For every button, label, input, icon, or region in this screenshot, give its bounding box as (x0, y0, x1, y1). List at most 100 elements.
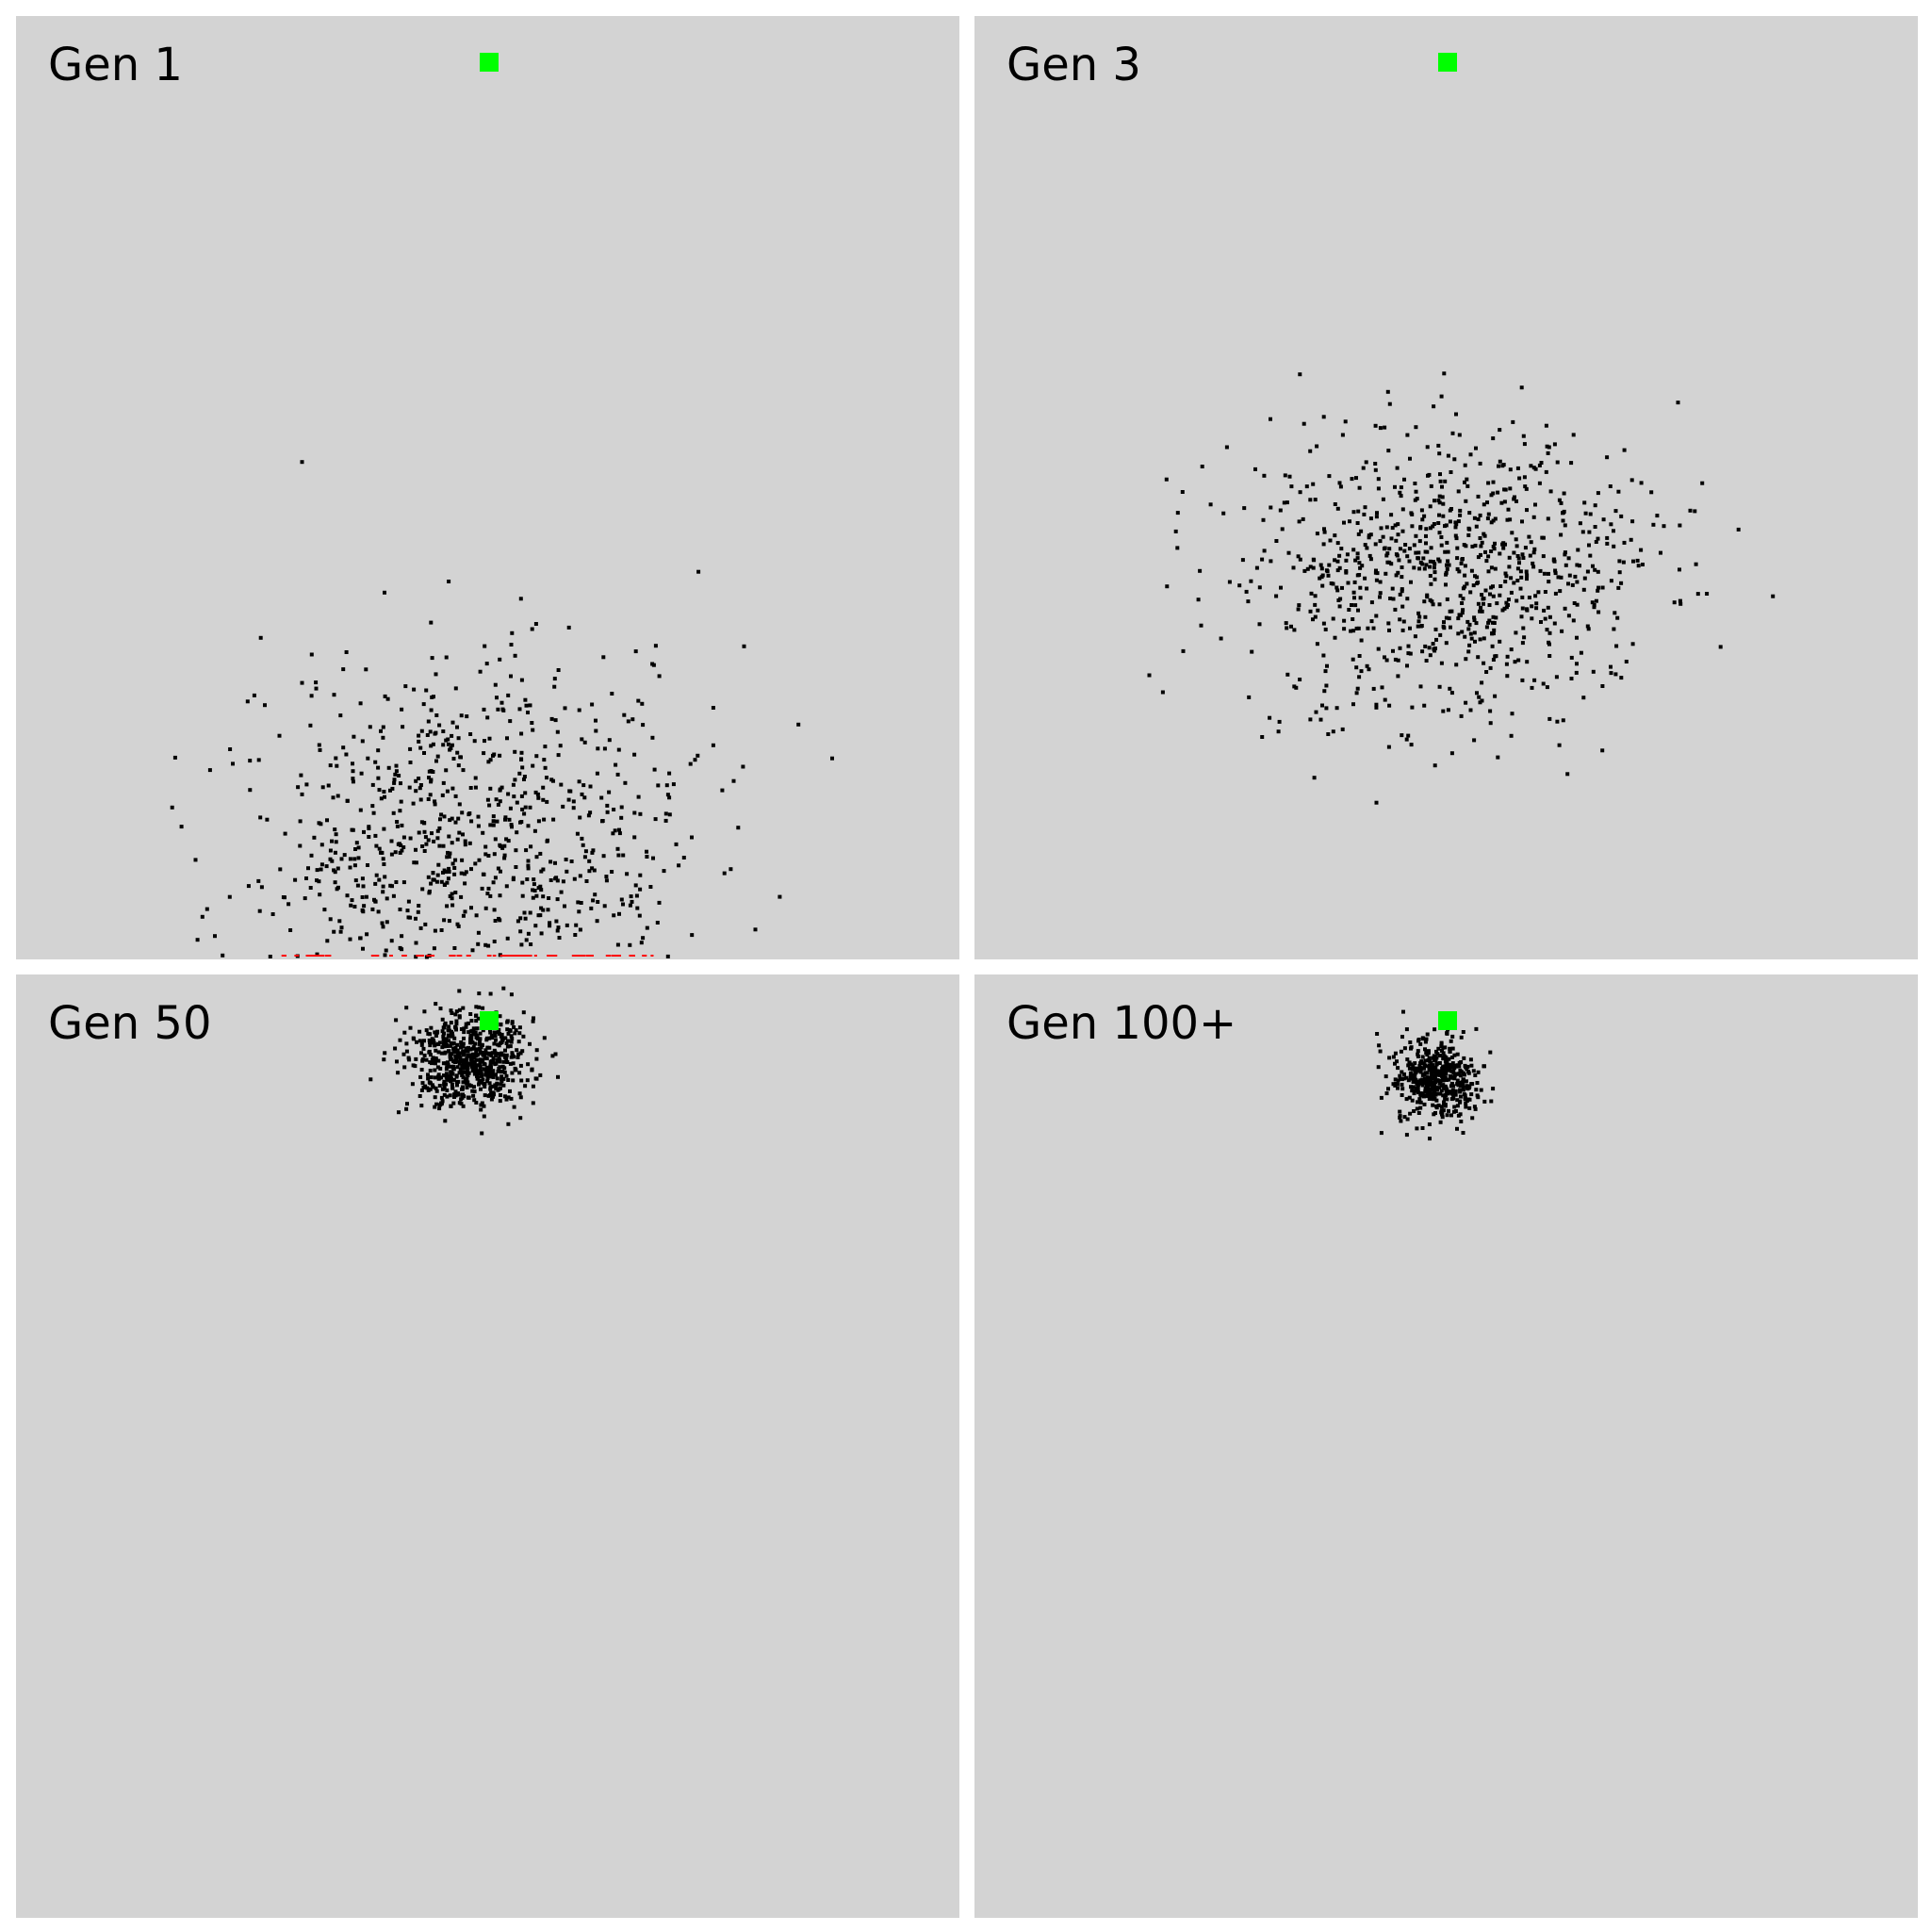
dot (505, 1060, 510, 1064)
dot (583, 849, 588, 854)
dot (1445, 1060, 1449, 1064)
dot (619, 815, 624, 820)
dot (1469, 1063, 1474, 1068)
dot (1590, 600, 1595, 605)
dot (1531, 561, 1535, 565)
dot (430, 656, 434, 661)
dot (1398, 1076, 1402, 1081)
dot (1474, 524, 1479, 529)
dot (424, 688, 429, 693)
dot (1441, 624, 1446, 629)
dot (1400, 1077, 1404, 1082)
dot (1488, 665, 1493, 670)
dot (1474, 1026, 1479, 1031)
dot (468, 786, 473, 790)
dot (1407, 547, 1412, 551)
dot (1418, 624, 1423, 629)
dot (428, 1043, 433, 1048)
dot (1400, 589, 1404, 594)
dot (333, 827, 337, 832)
dot (1363, 505, 1367, 510)
dot (1515, 554, 1520, 558)
dot (496, 866, 500, 871)
dot (1246, 599, 1251, 604)
dot (1641, 563, 1645, 566)
dot (632, 810, 637, 815)
dot (1344, 558, 1349, 563)
dot (1601, 517, 1606, 522)
dot (1525, 573, 1530, 578)
dot (360, 876, 365, 881)
dot (1582, 576, 1587, 581)
dot (513, 653, 517, 658)
dot (268, 955, 272, 958)
dot (1498, 459, 1502, 464)
dot (382, 862, 386, 866)
dot (1489, 585, 1494, 590)
dot (551, 817, 556, 822)
dot (1405, 1057, 1410, 1062)
dot (1423, 1040, 1428, 1044)
dot (471, 1065, 475, 1070)
generation-panel-100-plus: Gen 100+ (974, 974, 1918, 1918)
dot (1575, 662, 1579, 666)
dot (447, 1074, 451, 1079)
dot (554, 919, 559, 924)
dot (1458, 1088, 1463, 1092)
dot (1439, 1072, 1444, 1077)
dot (1430, 599, 1434, 604)
dot (1433, 1085, 1437, 1089)
dot (1393, 1077, 1398, 1082)
dot (614, 762, 618, 767)
dot (533, 924, 538, 928)
dot (1582, 500, 1587, 505)
dot (1436, 521, 1441, 525)
dot (558, 744, 563, 748)
dot (221, 953, 225, 958)
dot (472, 739, 477, 744)
dot (1438, 1120, 1443, 1124)
dot (1509, 733, 1514, 738)
dot (1416, 1069, 1420, 1073)
dot (1334, 585, 1339, 590)
dot (1436, 1103, 1441, 1107)
dot (510, 1037, 515, 1041)
dot (1376, 486, 1381, 491)
dot (423, 922, 428, 926)
dot (1438, 479, 1443, 483)
dot (1609, 579, 1613, 583)
dot (564, 858, 568, 861)
dot (473, 785, 478, 790)
dot (1322, 689, 1327, 694)
dot (1395, 466, 1400, 470)
dot (1381, 497, 1385, 501)
dot (1422, 1066, 1427, 1071)
dot (1454, 663, 1459, 667)
dot (393, 772, 398, 777)
dot (426, 875, 431, 879)
dot (1439, 1110, 1444, 1115)
dot (1491, 436, 1496, 441)
dot (1359, 638, 1364, 643)
dot (518, 929, 523, 934)
dot (1404, 737, 1409, 742)
dot (1596, 569, 1600, 574)
dot (498, 799, 502, 804)
dot (1622, 448, 1627, 452)
dot (371, 810, 376, 815)
dot (499, 1032, 504, 1037)
dot (1444, 1072, 1449, 1076)
dot (482, 1082, 486, 1087)
dot (450, 720, 455, 725)
dot (1429, 483, 1433, 488)
dot (1426, 1049, 1431, 1054)
dot (441, 843, 446, 848)
dot (1629, 537, 1633, 542)
dot (319, 843, 324, 847)
dot (354, 841, 359, 845)
dot (336, 794, 340, 798)
dot (469, 1019, 474, 1023)
dot (478, 1068, 483, 1072)
dot (1398, 547, 1402, 551)
dot (638, 811, 643, 816)
